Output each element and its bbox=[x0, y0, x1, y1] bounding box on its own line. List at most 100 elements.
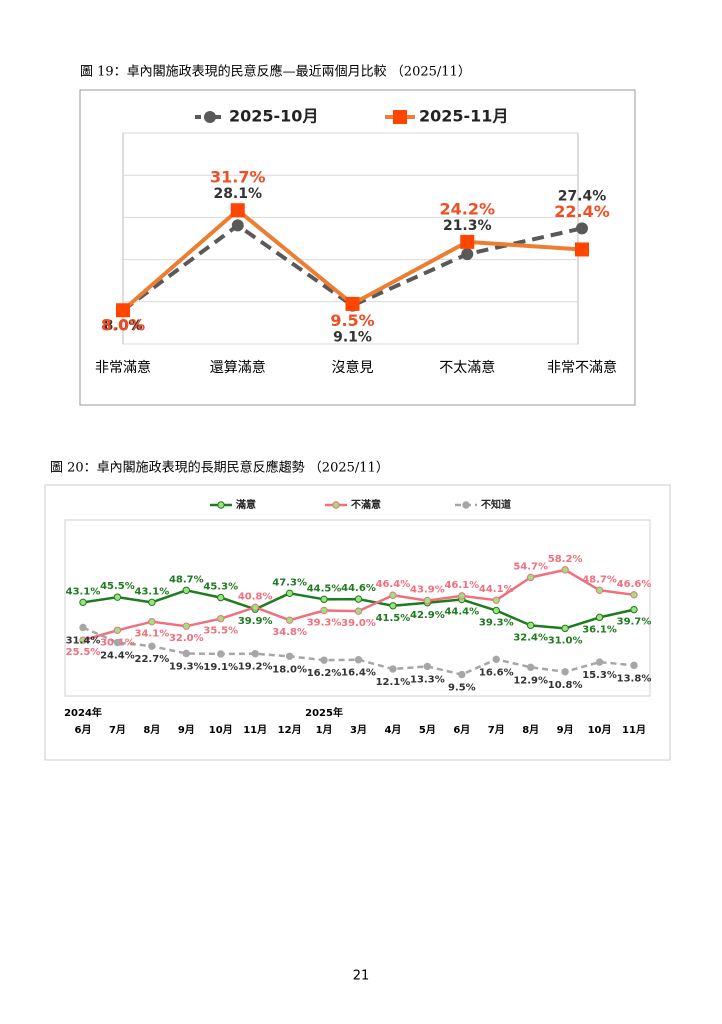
figure-caption: 圖 19：卓內閣施政表現的民意反應—最近兩個月比較 （2025/11） bbox=[80, 64, 471, 80]
data-label: 16.2% bbox=[307, 668, 342, 679]
data-label: 54.7% bbox=[513, 561, 548, 572]
legend-marker bbox=[332, 501, 340, 509]
data-point bbox=[595, 613, 604, 622]
x-tick-label: 6月 bbox=[453, 724, 470, 736]
data-point bbox=[230, 203, 245, 218]
data-label: 12.1% bbox=[376, 677, 411, 688]
x-tick-label: 還算滿意 bbox=[210, 359, 266, 376]
data-point bbox=[458, 670, 466, 679]
x-tick-label: 3月 bbox=[350, 724, 367, 736]
data-label: 22.4% bbox=[554, 202, 610, 221]
data-point bbox=[79, 636, 87, 644]
data-label: 46.6% bbox=[617, 579, 652, 590]
x-tick-label: 10月 bbox=[209, 724, 233, 736]
x-group-label: 2025年 bbox=[305, 706, 343, 719]
data-point bbox=[423, 596, 432, 605]
data-label: 31.7% bbox=[210, 168, 266, 187]
data-label: 18.0% bbox=[272, 664, 307, 675]
data-label: 12.9% bbox=[513, 675, 548, 686]
data-point bbox=[113, 638, 122, 647]
data-label: 35.5% bbox=[203, 626, 238, 637]
data-point bbox=[561, 566, 569, 574]
data-point bbox=[389, 591, 397, 599]
data-point bbox=[116, 303, 130, 318]
data-point bbox=[492, 655, 500, 664]
x-tick-label: 沒意見 bbox=[332, 359, 374, 376]
x-tick-label: 非常不滿意 bbox=[547, 359, 617, 376]
data-point bbox=[320, 606, 328, 615]
data-point bbox=[217, 650, 225, 658]
legend-marker bbox=[217, 501, 225, 509]
legend-marker bbox=[393, 110, 407, 124]
data-label: 40.8% bbox=[238, 591, 273, 602]
data-point bbox=[595, 586, 604, 594]
data-point bbox=[461, 248, 474, 261]
data-point bbox=[526, 621, 535, 630]
series-line bbox=[82, 626, 635, 676]
data-point bbox=[526, 663, 535, 671]
data-label: 44.4% bbox=[444, 607, 479, 618]
x-tick-label: 9月 bbox=[557, 724, 574, 736]
data-point bbox=[576, 222, 588, 235]
data-label: 36.1% bbox=[582, 624, 617, 635]
data-label: 39.9% bbox=[238, 616, 273, 627]
x-tick-label: 6月 bbox=[75, 724, 92, 736]
data-point bbox=[460, 234, 475, 249]
data-point bbox=[320, 595, 328, 604]
data-label: 25.5% bbox=[66, 647, 101, 658]
data-label: 31.4% bbox=[66, 635, 101, 646]
data-point bbox=[575, 242, 589, 257]
data-point bbox=[79, 598, 87, 607]
x-tick-label: 非常滿意 bbox=[95, 359, 151, 376]
data-point bbox=[561, 624, 569, 633]
x-tick-label: 4月 bbox=[384, 724, 401, 736]
data-point bbox=[492, 606, 500, 615]
data-label: 8.0% bbox=[101, 316, 145, 335]
data-point bbox=[630, 605, 638, 614]
x-tick-label: 10月 bbox=[588, 724, 612, 736]
data-point bbox=[251, 603, 259, 611]
data-point bbox=[148, 598, 156, 607]
x-tick-label: 9月 bbox=[178, 724, 195, 736]
data-label: 32.4% bbox=[513, 632, 548, 643]
data-label: 24.2% bbox=[439, 199, 495, 218]
data-label: 48.7% bbox=[582, 574, 617, 585]
data-point bbox=[320, 656, 328, 664]
x-tick-label: 8月 bbox=[143, 724, 160, 736]
figure-caption: 圖 20：卓內閣施政表現的長期民意反應趨勢 （2025/11） bbox=[50, 460, 389, 476]
data-label: 46.1% bbox=[444, 580, 479, 591]
data-point bbox=[148, 642, 156, 650]
data-label: 41.5% bbox=[376, 613, 411, 624]
data-label: 34.8% bbox=[272, 627, 307, 638]
data-point bbox=[595, 658, 604, 666]
data-label: 31.0% bbox=[548, 635, 583, 646]
data-label: 15.3% bbox=[582, 670, 617, 681]
data-label: 19.1% bbox=[203, 662, 238, 673]
legend-marker bbox=[204, 111, 216, 123]
data-point bbox=[231, 219, 244, 232]
data-label: 16.6% bbox=[479, 667, 514, 678]
x-tick-label: 1月 bbox=[316, 724, 333, 736]
data-label: 21.3% bbox=[443, 218, 492, 234]
data-label: 44.5% bbox=[307, 583, 342, 594]
data-point bbox=[389, 602, 397, 610]
data-label: 44.6% bbox=[341, 583, 376, 594]
data-point bbox=[79, 623, 87, 632]
data-point bbox=[285, 652, 294, 660]
data-label: 39.3% bbox=[479, 618, 514, 629]
data-point bbox=[182, 649, 191, 658]
data-point bbox=[285, 616, 294, 624]
data-label: 24.4% bbox=[100, 651, 135, 662]
data-label: 13.8% bbox=[617, 673, 652, 684]
data-label: 43.1% bbox=[135, 586, 170, 597]
data-point bbox=[285, 589, 294, 598]
x-tick-label: 7月 bbox=[109, 724, 126, 736]
x-group-label: 2024年 bbox=[64, 706, 102, 719]
data-point bbox=[113, 626, 122, 634]
data-label: 39.3% bbox=[307, 618, 342, 629]
data-label: 27.4% bbox=[558, 188, 607, 204]
data-point bbox=[526, 573, 535, 582]
legend-label: 2025-10月 bbox=[229, 107, 318, 126]
data-point bbox=[354, 595, 363, 603]
data-label: 9.5% bbox=[448, 683, 476, 694]
